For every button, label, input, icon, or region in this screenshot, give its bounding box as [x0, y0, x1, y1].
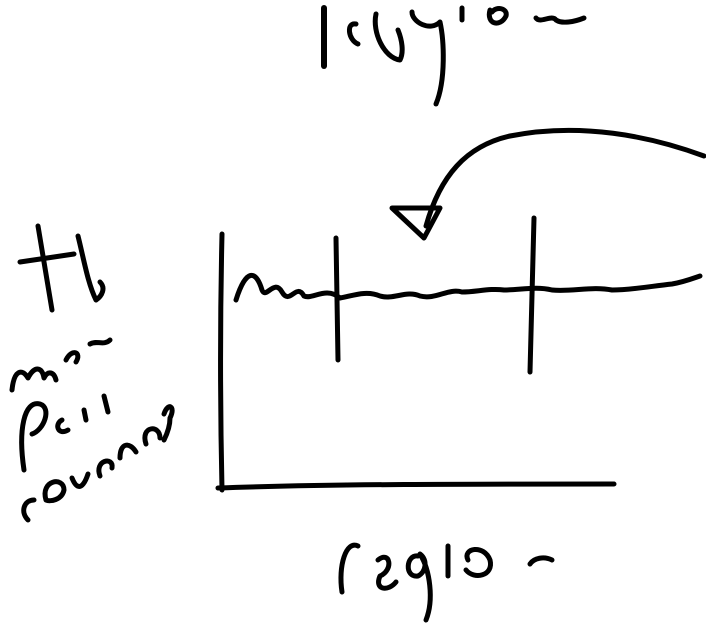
left-axis-label: [9, 223, 175, 523]
chart-axes: [215, 231, 617, 493]
bottom-region-label: [338, 542, 555, 623]
x-axis: [215, 481, 617, 491]
coverage-line: [233, 272, 703, 303]
pointer-arrow: [389, 127, 706, 241]
top-region-label: [321, 5, 587, 107]
region-boundary-1: [333, 235, 341, 363]
region-boundary-2: [527, 215, 537, 375]
y-axis: [218, 231, 225, 493]
